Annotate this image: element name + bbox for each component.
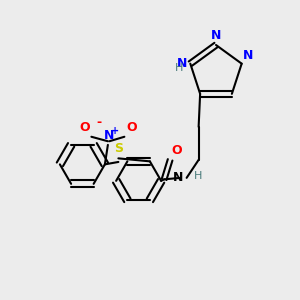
Text: -: - bbox=[96, 116, 101, 129]
Text: H: H bbox=[174, 63, 183, 73]
Text: N: N bbox=[104, 129, 115, 142]
Text: O: O bbox=[172, 144, 182, 157]
Text: N: N bbox=[173, 171, 184, 184]
Text: O: O bbox=[79, 121, 90, 134]
Text: N: N bbox=[211, 29, 221, 42]
Text: +: + bbox=[111, 127, 119, 136]
Text: O: O bbox=[126, 121, 136, 134]
Text: H: H bbox=[194, 171, 202, 181]
Text: N: N bbox=[243, 49, 254, 62]
Text: S: S bbox=[114, 142, 123, 155]
Text: N: N bbox=[177, 57, 187, 70]
